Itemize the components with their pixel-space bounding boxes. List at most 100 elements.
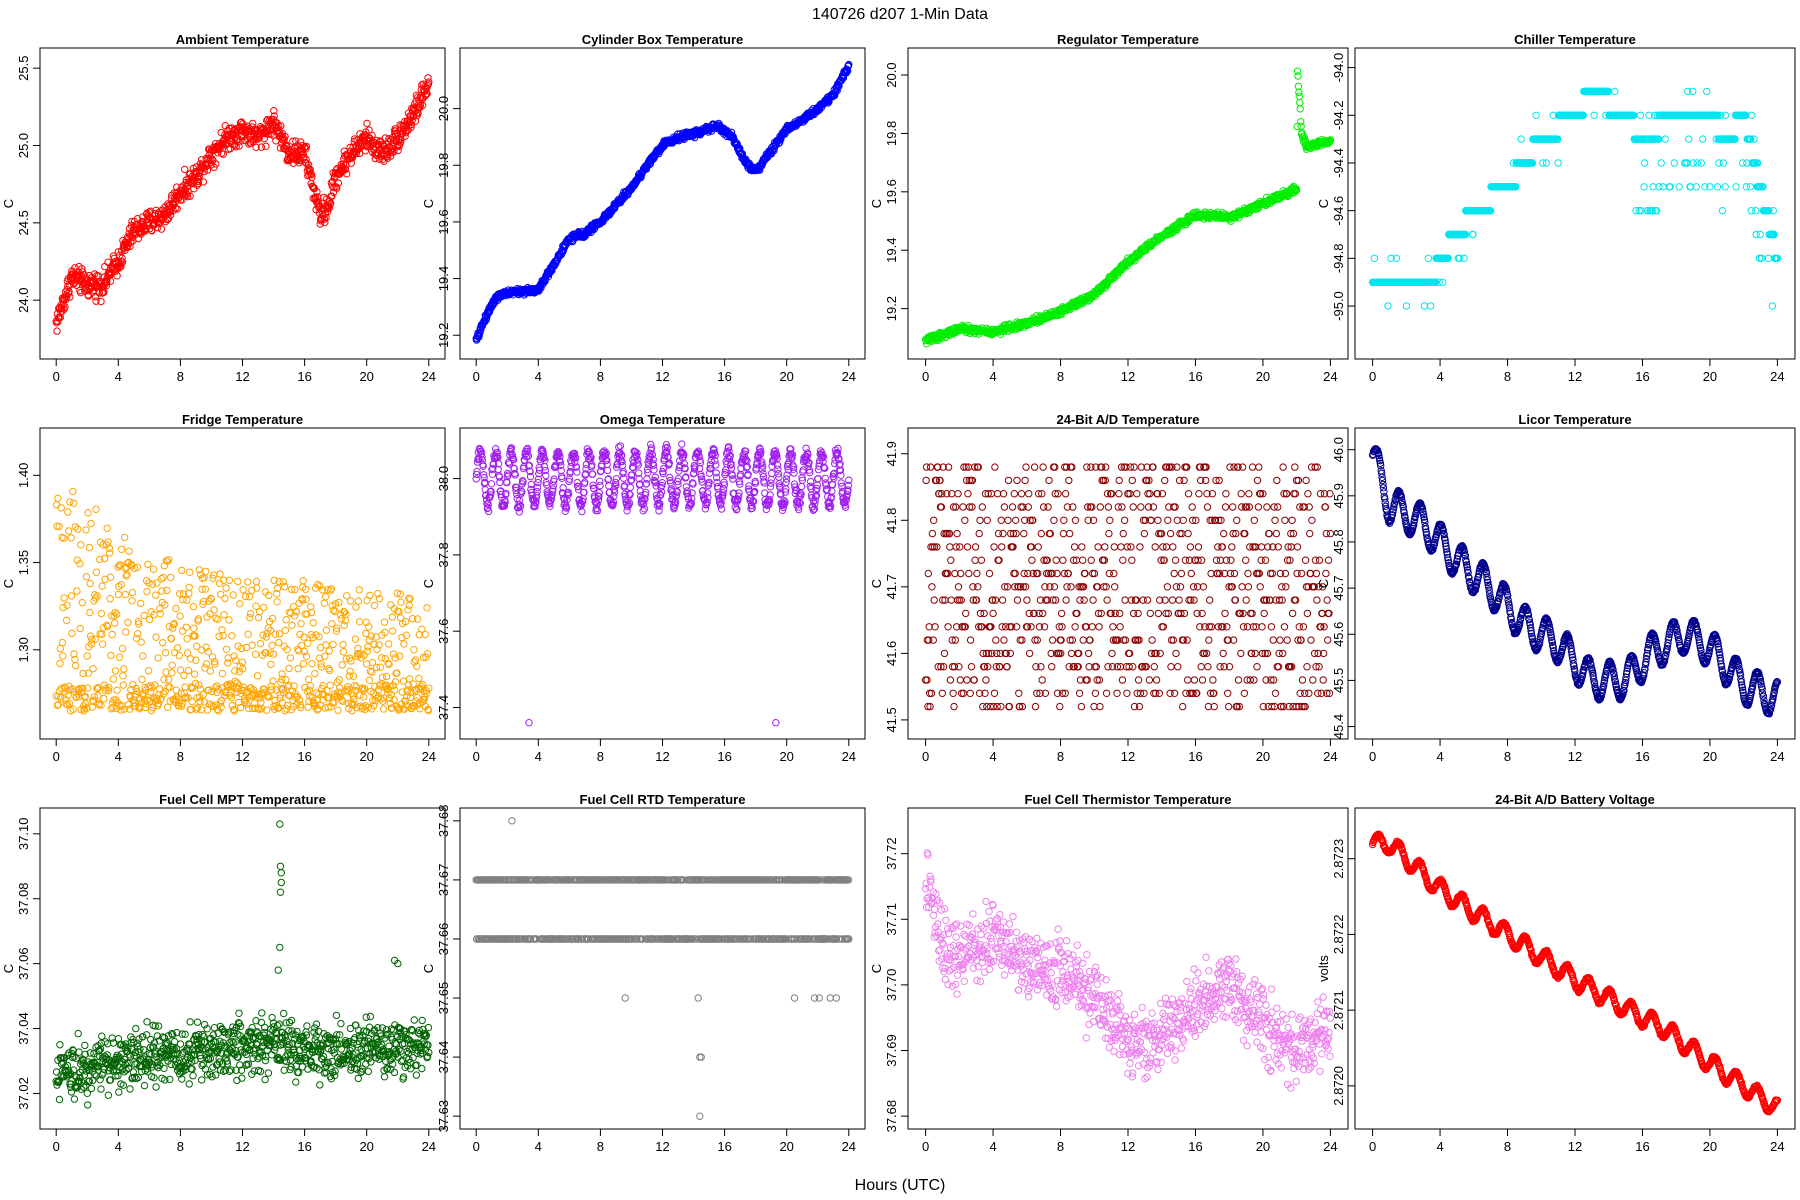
data-point [562, 241, 570, 249]
data-point [158, 587, 166, 595]
data-point [265, 693, 273, 701]
data-point [140, 611, 148, 620]
data-point [527, 480, 535, 489]
y-tick-label: 37.4 [436, 695, 451, 720]
data-point [200, 698, 209, 706]
data-point [581, 478, 589, 486]
data-point [269, 650, 278, 658]
data-point [1661, 135, 1670, 143]
data-point [366, 591, 374, 600]
data-point [494, 460, 503, 468]
data-point [246, 609, 255, 618]
data-point [130, 564, 139, 572]
data-point [1293, 67, 1302, 75]
x-tick-label: 16 [717, 369, 731, 384]
data-point [91, 594, 100, 602]
data-point [364, 643, 372, 651]
data-point [528, 491, 536, 500]
data-point [97, 701, 105, 709]
data-point [422, 687, 430, 695]
data-point [237, 644, 246, 653]
data-point [164, 675, 173, 684]
data-point [294, 147, 302, 155]
data-point [331, 607, 339, 616]
data-point [366, 667, 375, 675]
data-point [360, 684, 369, 693]
data-point [199, 178, 208, 186]
data-point [377, 144, 385, 153]
data-point [67, 592, 76, 600]
data-point [117, 263, 125, 271]
data-point [304, 703, 312, 711]
y-axis-label: C [421, 199, 436, 208]
data-point [235, 142, 243, 150]
data-point [503, 472, 511, 481]
data-point [578, 507, 586, 516]
data-point [176, 612, 184, 620]
data-point [69, 487, 77, 496]
y-tick-label: 24.5 [16, 210, 31, 235]
data-point [97, 609, 106, 618]
data-point [344, 687, 352, 695]
data-point [164, 215, 173, 223]
y-tick-label: 19.2 [884, 296, 899, 321]
data-point [262, 142, 270, 151]
data-point [279, 134, 287, 142]
data-point [128, 588, 137, 597]
data-point [378, 673, 387, 682]
data-point [245, 593, 254, 601]
data-point [74, 525, 82, 533]
data-point [408, 615, 417, 623]
data-point [57, 694, 65, 702]
data-point [1686, 183, 1695, 191]
data-point [531, 502, 539, 511]
data-point [290, 612, 299, 620]
data-point [59, 603, 67, 612]
data-point [1701, 183, 1709, 191]
data-point [365, 636, 373, 644]
data-point [602, 449, 610, 457]
data-point [201, 585, 210, 593]
y-tick-label: 19.6 [884, 179, 899, 204]
data-point [492, 445, 500, 453]
data-point [164, 703, 172, 711]
data-point [1402, 302, 1411, 310]
data-point [84, 509, 92, 517]
data-point [287, 585, 296, 594]
data-point [308, 659, 316, 668]
data-point [1301, 135, 1309, 144]
data-point [368, 658, 377, 667]
data-point [1742, 183, 1751, 191]
data-point [380, 694, 388, 702]
data-point [343, 683, 352, 691]
data-point [407, 121, 416, 129]
data-point [322, 626, 331, 634]
data-point [396, 652, 404, 660]
data-point [1461, 230, 1470, 239]
data-point [69, 499, 78, 507]
data-point [1590, 111, 1598, 120]
data-point [411, 656, 420, 664]
data-point [283, 645, 291, 654]
data-point [567, 463, 575, 471]
data-point [1435, 278, 1443, 286]
data-point [222, 645, 231, 653]
data-point [304, 161, 313, 169]
x-tick-label: 4 [535, 749, 542, 764]
data-point [66, 293, 74, 301]
data-point [206, 610, 214, 618]
data-point [243, 700, 251, 708]
data-point [401, 617, 410, 626]
data-point [396, 590, 404, 598]
data-point [489, 464, 497, 473]
data-point [423, 650, 432, 658]
data-point [185, 583, 193, 591]
data-point [279, 578, 287, 586]
data-point [217, 590, 225, 599]
data-point [1731, 135, 1739, 143]
data-point [113, 686, 121, 694]
data-point [214, 149, 222, 157]
data-point [418, 101, 427, 110]
